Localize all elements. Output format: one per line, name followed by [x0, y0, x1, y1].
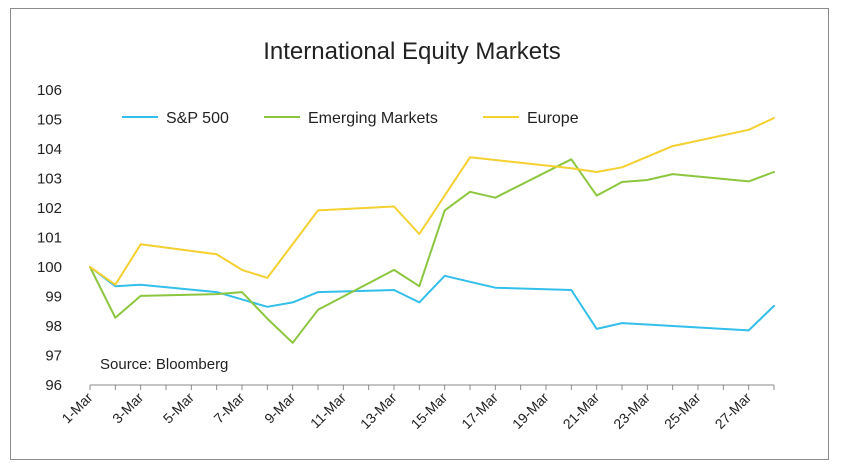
x-tick-label: 3-Mar [109, 389, 146, 426]
y-tick-label: 96 [45, 377, 62, 394]
y-tick-label: 100 [37, 259, 62, 276]
y-tick-label: 102 [37, 200, 62, 217]
x-tick-label: 23-Mar [610, 389, 653, 432]
x-tick-label: 1-Mar [58, 389, 95, 426]
x-tick-label: 15-Mar [408, 389, 451, 432]
x-tick-label: 13-Mar [357, 389, 400, 432]
x-tick-label: 9-Mar [261, 389, 298, 426]
source-annotation: Source: Bloomberg [100, 356, 228, 373]
y-tick-label: 103 [37, 171, 62, 188]
series-line-europe [89, 117, 775, 286]
legend-label-europe: Europe [527, 110, 579, 127]
y-tick-label: 97 [45, 348, 62, 365]
x-tick-label: 21-Mar [560, 389, 603, 432]
x-tick-label: 25-Mar [661, 389, 704, 432]
legend: S&P 500 Emerging Markets Europe [122, 110, 579, 127]
y-axis: 96 97 98 99 100 101 102 103 104 105 106 [37, 82, 62, 394]
y-tick-label: 98 [45, 318, 62, 335]
x-axis: 1-Mar 3-Mar 5-Mar 7-Mar 9-Mar 11-Mar 13-Mar 15-… [58, 384, 775, 432]
x-tick-label: 17-Mar [458, 389, 501, 432]
x-tick-label: 27-Mar [712, 389, 755, 432]
legend-label-s-p-500: S&P 500 [166, 110, 229, 127]
y-tick-label: 106 [37, 82, 62, 99]
legend-label-emerging-markets: Emerging Markets [308, 110, 438, 127]
series-line-s-p-500 [89, 266, 775, 332]
y-tick-label: 105 [37, 112, 62, 129]
x-tick-label: 11-Mar [307, 389, 349, 431]
y-tick-label: 99 [45, 289, 62, 306]
y-tick-label: 104 [37, 141, 62, 158]
x-tick-label: 7-Mar [210, 389, 247, 426]
series-lines [89, 117, 775, 344]
x-tick-label: 5-Mar [160, 389, 197, 426]
y-tick-label: 101 [37, 230, 62, 247]
series-line-emerging-markets [89, 158, 775, 344]
x-tick-label: 19-Mar [509, 389, 552, 432]
chart-title: International Equity Markets [263, 38, 560, 65]
